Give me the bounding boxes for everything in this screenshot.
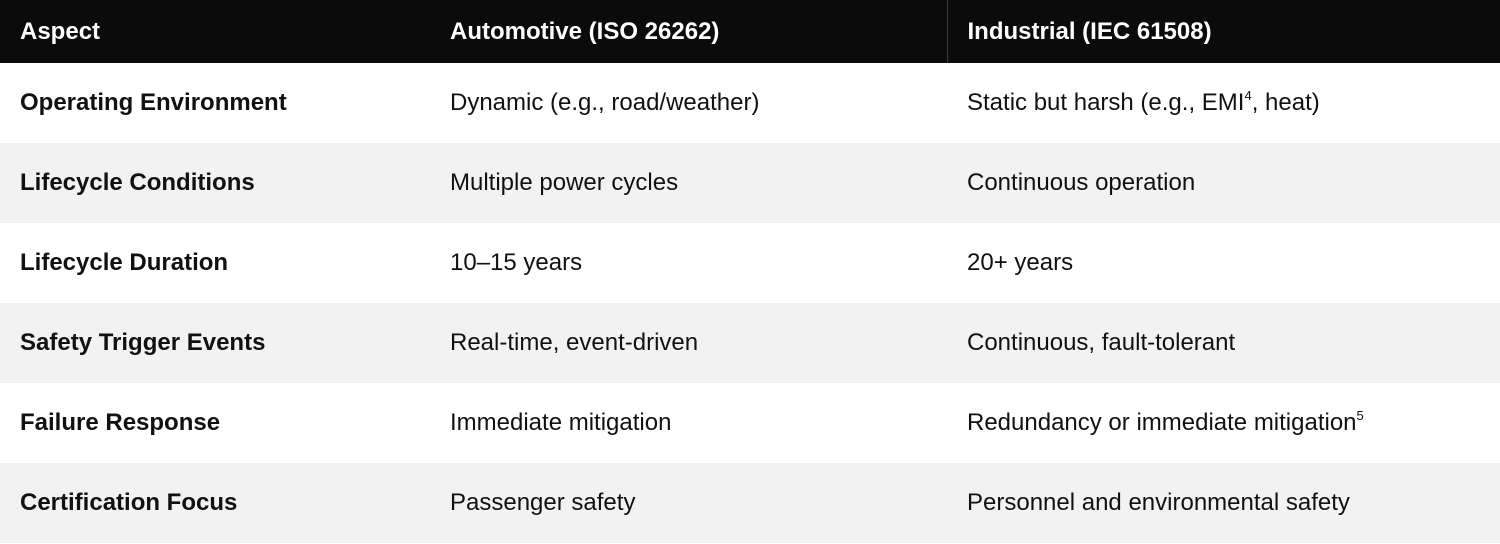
table-row: Lifecycle Conditions Multiple power cycl… <box>0 143 1500 223</box>
table-row: Failure Response Immediate mitigation Re… <box>0 383 1500 463</box>
header-automotive: Automotive (ISO 26262) <box>450 17 720 45</box>
aspect-cell: Failure Response <box>20 409 221 436</box>
table-row: Operating Environment Dynamic (e.g., roa… <box>0 63 1500 143</box>
industrial-cell: Continuous, fault-tolerant <box>967 329 1236 356</box>
aspect-cell: Lifecycle Duration <box>20 249 229 276</box>
footnote-ref[interactable]: 4 <box>1244 88 1252 103</box>
table-row: Lifecycle Duration 10–15 years 20+ years <box>0 223 1500 303</box>
aspect-cell: Certification Focus <box>20 489 238 516</box>
table-row: Certification Focus Passenger safety Per… <box>0 463 1500 543</box>
aspect-cell: Safety Trigger Events <box>20 329 266 356</box>
industrial-cell: Static but harsh (e.g., EMI4, heat) <box>947 63 1500 143</box>
header-aspect: Aspect <box>20 17 101 45</box>
automotive-cell: Real-time, event-driven <box>450 329 699 356</box>
automotive-cell: Immediate mitigation <box>450 409 672 436</box>
industrial-text: Static but harsh (e.g., EMI <box>967 89 1245 116</box>
table-header-row: Aspect Automotive (ISO 26262) Industrial… <box>0 0 1500 63</box>
industrial-cell: Continuous operation <box>967 169 1196 196</box>
aspect-cell: Operating Environment <box>20 89 287 116</box>
table-row: Safety Trigger Events Real-time, event-d… <box>0 303 1500 383</box>
automotive-cell: Passenger safety <box>450 489 636 516</box>
industrial-cell: 20+ years <box>967 249 1074 276</box>
header-industrial: Industrial (IEC 61508) <box>946 0 1500 63</box>
aspect-cell: Lifecycle Conditions <box>20 169 255 196</box>
footnote-ref[interactable]: 5 <box>1356 408 1364 423</box>
industrial-cell: Personnel and environmental safety <box>967 489 1350 516</box>
industrial-cell: Redundancy or immediate mitigation5 <box>947 383 1500 463</box>
automotive-cell: Dynamic (e.g., road/weather) <box>450 89 760 116</box>
industrial-text-after: , heat) <box>1251 89 1320 116</box>
industrial-text: Redundancy or immediate mitigation <box>967 409 1357 436</box>
automotive-cell: Multiple power cycles <box>450 169 679 196</box>
automotive-cell: 10–15 years <box>450 249 583 276</box>
